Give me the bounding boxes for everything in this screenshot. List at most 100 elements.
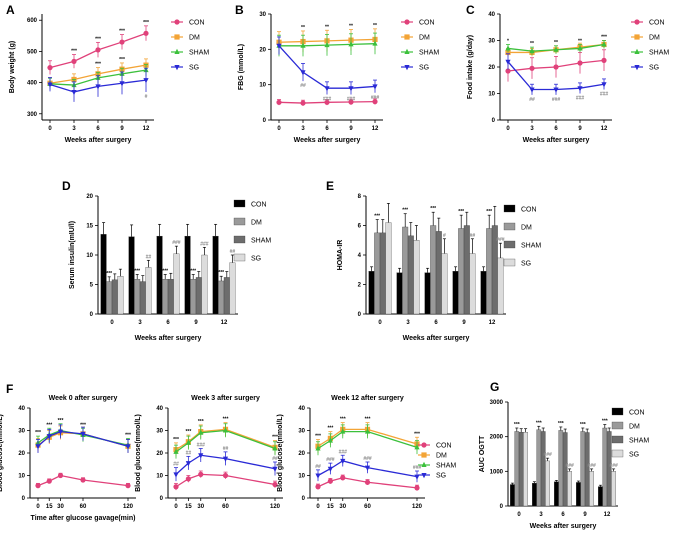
legend-D: CON DM SHAM SG [233, 199, 271, 263]
bar [402, 226, 409, 315]
y-tick-label: 0 [302, 496, 306, 502]
series-sg [315, 454, 420, 483]
bar [480, 271, 487, 315]
bar [128, 236, 135, 315]
x-tick-label: 0 [48, 126, 52, 132]
legend-label: SHAM [251, 238, 271, 245]
significance-label: ** [578, 38, 582, 44]
significance-label: *** [430, 206, 436, 212]
data-point [553, 87, 559, 93]
data-point [553, 46, 559, 52]
significance-label: ### [371, 95, 380, 101]
legend-B: CON DM SHAM SG [401, 19, 439, 72]
series-sham [379, 205, 498, 315]
y-tick-label: 40 [156, 406, 163, 412]
bar [580, 431, 586, 507]
series-dm [106, 274, 225, 315]
legend-label: SG [521, 261, 531, 268]
data-point [47, 65, 53, 71]
y-tick-label: 20 [488, 65, 495, 71]
series-con [173, 470, 278, 491]
series-con [368, 266, 487, 315]
data-point [414, 474, 420, 480]
x-tick-label: 6 [434, 320, 438, 326]
x-tick-label: 12 [601, 126, 608, 132]
significance-label: *** [580, 422, 586, 428]
y-tick-label: 400 [27, 81, 38, 87]
x-tick-label: 120 [123, 504, 134, 510]
x-tick-label: 6 [554, 126, 558, 132]
y-tick-label: 40 [298, 406, 305, 412]
data-point [276, 99, 282, 105]
significance-label: *** [414, 431, 420, 437]
y-tick-label: 30 [298, 429, 305, 435]
significance-label: *** [514, 422, 520, 428]
significance-label: ### [347, 97, 356, 103]
legend-swatch-marker [421, 452, 427, 458]
bar [424, 272, 431, 315]
x-axis-label: Weeks after surgery [135, 335, 202, 342]
legend-swatch-marker [404, 65, 410, 71]
significance-label: *** [119, 57, 125, 63]
bar [167, 279, 174, 315]
chart-title: Week 3 after surgery [191, 395, 260, 402]
x-axis-label: Time after glucose gavage(min) [31, 515, 136, 522]
data-point [300, 100, 306, 106]
data-point [143, 78, 149, 84]
series-sham [276, 32, 378, 57]
y-tick-label: 10 [18, 474, 25, 480]
x-tick-label: 9 [349, 126, 353, 132]
data-point [71, 58, 77, 64]
y-tick-label: 6 [358, 224, 362, 230]
significance-label: *** [402, 208, 408, 214]
legend-E: CON DM SHAM SG [503, 204, 541, 268]
legend-swatch-marker [634, 34, 640, 40]
bar [374, 232, 381, 315]
significance-label: *** [218, 270, 224, 276]
legend-label: DM [521, 225, 532, 232]
bar [195, 277, 202, 315]
x-tick-label: 3 [72, 126, 76, 132]
significance-label: *** [106, 271, 112, 277]
data-point [47, 82, 53, 88]
significance-label: ### [197, 443, 206, 449]
y-tick-label: 20 [18, 451, 25, 457]
legend-label: SHAM [629, 438, 649, 445]
y-axis-label: FBG (mmol/L) [238, 44, 245, 90]
y-tick-label: 300 [27, 112, 38, 118]
legend-label: SHAM [521, 243, 541, 250]
data-point [173, 484, 179, 490]
significance-label: *** [272, 435, 278, 441]
bar [469, 253, 476, 315]
legend-G: CON DM SHAM SG [611, 407, 649, 459]
y-tick-label: 500 [27, 49, 38, 55]
bar [106, 281, 113, 315]
significance-label: *** [46, 422, 52, 428]
x-tick-label: 6 [561, 512, 565, 518]
y-tick-label: 20 [298, 451, 305, 457]
legend-swatch-bar [233, 235, 246, 244]
data-point [372, 99, 378, 105]
legend-label: SHAM [189, 50, 209, 57]
x-tick-label: 12 [221, 320, 228, 326]
y-tick-label: 30 [488, 39, 495, 45]
significance-label: *** [80, 422, 86, 428]
significance-label: *** [71, 49, 77, 55]
chart-E: 0 2 4 6 8 HOMA-IR 0 3 6 9 12 Weeks after surgery ***… [326, 179, 506, 342]
legend-swatch-marker [174, 48, 180, 54]
bar [536, 429, 542, 507]
bar [589, 471, 594, 507]
chart-D: 0 5 10 15 20 Serum insulin(mIU/l) 0 3 6 9 12 Weeks … [62, 179, 238, 342]
significance-label: ** [301, 25, 305, 31]
data-point [348, 41, 354, 47]
x-tick-label: 30 [57, 504, 64, 510]
data-point [601, 82, 607, 88]
significance-label: # [443, 233, 446, 239]
y-tick-label: 0 [90, 312, 94, 318]
bar [598, 486, 603, 507]
series-con [47, 25, 149, 75]
bar [562, 432, 568, 507]
y-tick-label: 8 [358, 194, 362, 200]
bar [510, 484, 515, 507]
data-point [505, 49, 511, 56]
